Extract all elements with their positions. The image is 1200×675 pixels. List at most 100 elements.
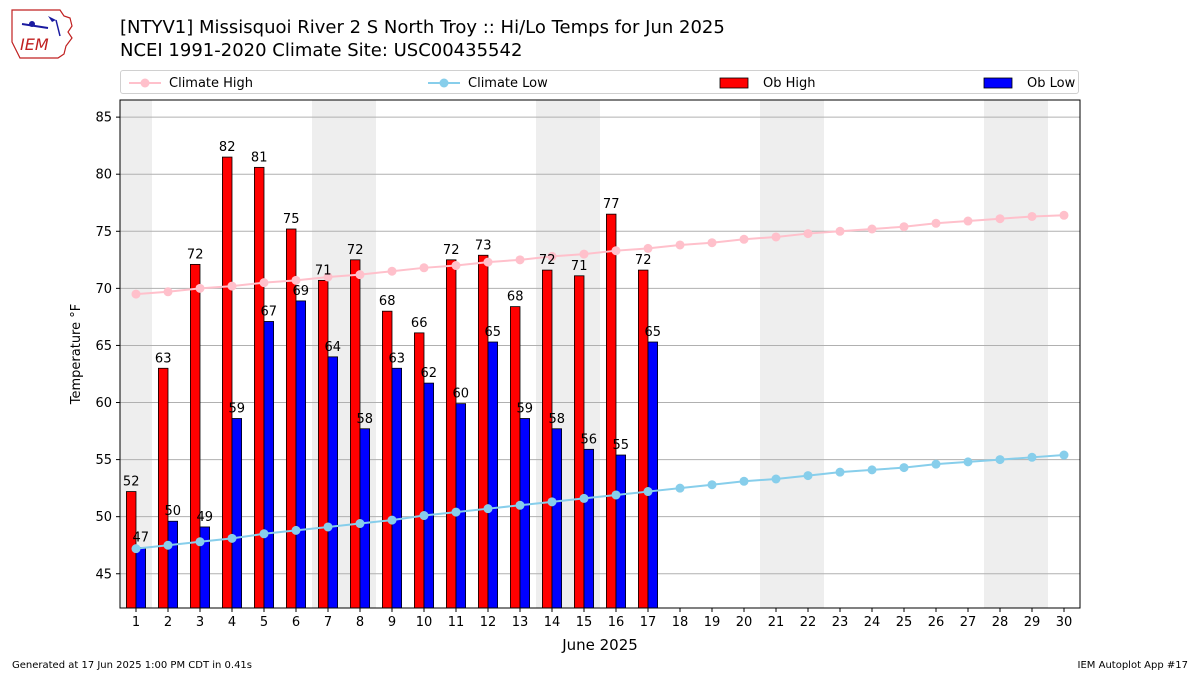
ob-low-bar-10 [423, 382, 435, 609]
y-tick-label-60: 60 [95, 396, 112, 411]
ob-low-swatch [983, 77, 1013, 89]
iem-logo: IEM [11, 9, 73, 59]
y-tick-label-55: 55 [95, 453, 112, 468]
climate-low-point-26 [931, 459, 941, 469]
x-tick-label-27: 27 [960, 615, 977, 630]
legend: Climate High Climate Low Ob High Ob Low [120, 70, 1079, 94]
ob-low-bar-14 [551, 428, 563, 609]
climate-low-point-10 [419, 511, 429, 521]
x-tick-label-29: 29 [1024, 615, 1041, 630]
ob-high-bar-13 [509, 306, 521, 609]
climate-high-point-9 [387, 266, 397, 276]
ob-high-label-16: 77 [603, 197, 620, 212]
climate-high-point-12 [483, 257, 493, 267]
legend-climate-high-label: Climate High [169, 75, 254, 91]
climate-low-point-16 [611, 490, 621, 500]
ob-high-label-14: 72 [539, 253, 556, 268]
climate-low-point-5 [259, 529, 269, 539]
ob-low-label-14: 58 [549, 412, 566, 427]
climate-high-point-30 [1059, 210, 1069, 220]
x-tick-label-24: 24 [864, 615, 881, 630]
climate-low-point-7 [323, 522, 333, 532]
ob-high-label-2: 63 [155, 351, 172, 366]
x-tick-label-30: 30 [1056, 615, 1073, 630]
ob-low-label-13: 59 [517, 401, 534, 416]
climate-high-point-24 [867, 224, 877, 234]
ob-high-label-3: 72 [187, 247, 204, 262]
ob-low-bar-15 [583, 448, 595, 609]
ob-low-label-7: 64 [325, 340, 342, 355]
climate-low-point-24 [867, 465, 877, 475]
ob-low-bar-1 [135, 547, 147, 609]
climate-low-point-25 [899, 463, 909, 473]
climate-high-point-21 [771, 232, 781, 242]
ob-low-label-5: 67 [261, 304, 278, 319]
ob-low-label-6: 69 [293, 284, 310, 299]
climate-low-point-28 [995, 455, 1005, 465]
climate-low-point-18 [675, 483, 685, 493]
ob-high-bar-17 [638, 269, 649, 609]
x-tick-label-14: 14 [544, 615, 561, 630]
x-tick-label-5: 5 [260, 615, 268, 630]
climate-low-point-6 [291, 525, 301, 535]
ob-low-label-11: 60 [453, 387, 470, 402]
climate-high-point-7 [323, 272, 333, 282]
legend-ob-low-label: Ob Low [1027, 75, 1076, 91]
climate-low-point-29 [1027, 452, 1037, 462]
x-tick-label-12: 12 [480, 615, 497, 630]
ob-low-bar-6 [295, 300, 307, 609]
ob-low-bar-13 [519, 418, 531, 609]
x-tick-label-11: 11 [448, 615, 465, 630]
climate-low-point-14 [547, 497, 557, 507]
y-tick-label-50: 50 [95, 510, 112, 525]
ob-low-label-16: 55 [613, 438, 630, 453]
x-tick-label-4: 4 [228, 615, 236, 630]
ob-high-label-13: 68 [507, 290, 524, 305]
ob-high-label-11: 72 [443, 243, 460, 258]
ob-high-bar-12 [477, 254, 489, 609]
weekend-band-22 [792, 100, 824, 608]
climate-high-point-1 [131, 289, 141, 299]
weekend-band-21 [760, 100, 792, 608]
x-axis: 1 2 3 4 5 6 7 8 9 10 11 12 13 14 15 16 17 18 19 20 21 22 23 24 2… [132, 608, 1072, 630]
ob-high-label-12: 73 [475, 238, 492, 253]
x-axis-label: June 2025 [561, 636, 638, 654]
x-tick-label-2: 2 [164, 615, 172, 630]
climate-low-point-3 [195, 537, 205, 547]
ob-high-label-6: 75 [283, 212, 300, 227]
climate-low-point-2 [163, 540, 173, 550]
y-tick-label-75: 75 [95, 225, 112, 240]
ob-high-bar-7 [317, 279, 329, 609]
grid-lines [120, 116, 1080, 575]
y-axis: 45 50 55 60 65 70 75 80 85 [95, 111, 120, 582]
climate-low-line [135, 454, 1065, 550]
x-tick-label-19: 19 [704, 615, 721, 630]
ob-high-label-1: 52 [123, 475, 140, 490]
weekend-band-29 [1016, 100, 1048, 608]
ob-high-bar-5 [253, 166, 265, 609]
ob-low-bar-5 [263, 321, 275, 609]
chart-subtitle: NCEI 1991-2020 Climate Site: USC00435542 [120, 40, 523, 61]
ob-low-bar-17 [647, 341, 659, 609]
logo-text: IEM [20, 35, 49, 54]
ob-low-bar-12 [487, 341, 499, 609]
ob-high-label-15: 71 [571, 259, 588, 274]
climate-high-point-10 [419, 263, 429, 273]
climate-low-point-15 [579, 493, 589, 503]
x-tick-label-15: 15 [576, 615, 593, 630]
y-tick-label-70: 70 [95, 282, 112, 297]
bar-labels: 52 63 72 82 81 75 71 72 68 66 72 73 68 72 71 77 72 47 50 49… [123, 140, 661, 545]
ob-high-bar-14 [542, 269, 553, 609]
legend-ob-high: Ob High [719, 74, 816, 92]
climate-high-point-23 [835, 226, 845, 236]
climate-high-point-20 [739, 234, 749, 244]
ob-low-bar-7 [327, 356, 339, 609]
climate-high-point-8 [355, 270, 365, 280]
x-tick-label-1: 1 [132, 615, 140, 630]
x-tick-label-17: 17 [640, 615, 657, 630]
generated-note: Generated at 17 Jun 2025 1:00 PM CDT in … [12, 660, 253, 671]
ob-low-label-17: 65 [645, 325, 662, 340]
climate-high-point-5 [259, 278, 269, 288]
climate-high-point-13 [515, 255, 525, 265]
